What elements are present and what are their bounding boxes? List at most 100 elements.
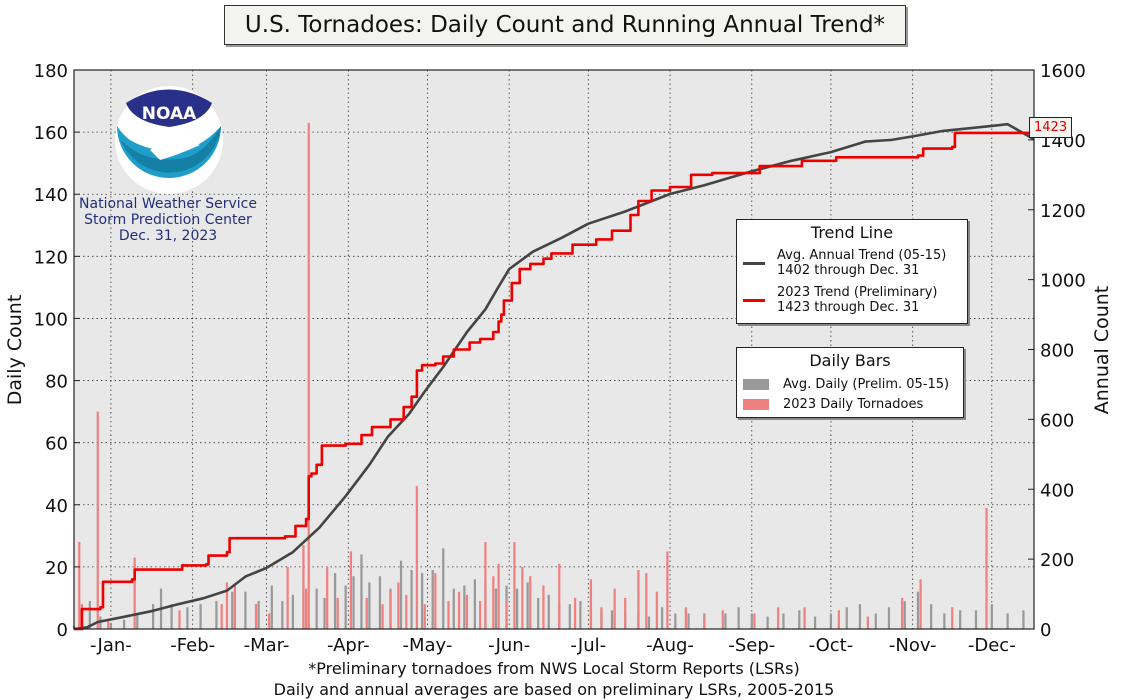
average-daily-bar xyxy=(547,594,550,629)
current-daily-bar xyxy=(457,591,461,629)
y-tick-label: 160 xyxy=(34,123,68,144)
axis-ticks: 0 20 40 60 80 100 120 140 160 180 0 200 400 600 800 100… xyxy=(34,61,1086,656)
y-tick-label: 40 xyxy=(45,496,68,517)
current-daily-bar xyxy=(349,551,353,629)
current-daily-bar xyxy=(985,507,988,629)
daily-bars-legend: Daily Bars Avg. Daily (Prelim. 05-15) 20… xyxy=(736,347,964,418)
current-daily-bar xyxy=(600,607,603,629)
current-daily-bar xyxy=(803,607,806,629)
average-daily-bar xyxy=(766,616,769,629)
current-daily-bar xyxy=(505,601,508,629)
current-daily-bar xyxy=(613,588,616,629)
average-daily-bar xyxy=(360,554,363,629)
month-tick-label: -Jul- xyxy=(570,635,606,656)
current-daily-bar xyxy=(434,573,437,629)
average-daily-bar xyxy=(473,579,476,629)
average-daily-bar xyxy=(943,613,946,629)
current-daily-bar xyxy=(645,573,648,629)
y2-tick-label: 0 xyxy=(1040,620,1051,641)
current-daily-bar xyxy=(365,597,368,629)
current-daily-bar xyxy=(655,591,658,629)
current-daily-bar xyxy=(423,604,426,629)
average-daily-bar xyxy=(990,604,993,629)
y2-tick-label: 1200 xyxy=(1040,201,1086,222)
average-daily-bar xyxy=(452,588,455,629)
org-name: National Weather Service xyxy=(79,196,257,212)
legend-entry-current: 2023 Trend (Preliminary) 1423 through De… xyxy=(743,285,937,315)
current-daily-bar xyxy=(542,585,545,629)
current-daily-bar xyxy=(951,607,954,629)
current-daily-bar xyxy=(589,579,593,629)
current-daily-bar xyxy=(684,607,687,629)
average-legend-label: Avg. Annual Trend (05-15) xyxy=(777,248,947,263)
average-daily-bar xyxy=(494,588,498,629)
current-daily-bar xyxy=(133,557,136,629)
average-bars-label: Avg. Daily (Prelim. 05-15) xyxy=(783,377,950,392)
trend-lines xyxy=(73,122,1036,631)
current-daily-bar xyxy=(479,601,482,629)
average-daily-bar xyxy=(845,607,848,629)
current-legend-label: 2023 Trend (Preliminary) xyxy=(777,285,938,300)
y-tick-label: 140 xyxy=(34,185,68,206)
average-daily-bar xyxy=(186,607,189,629)
average-daily-bar xyxy=(674,613,677,629)
average-daily-bar xyxy=(568,604,571,629)
y-tick-label: 100 xyxy=(34,309,68,330)
current-daily-bars xyxy=(78,122,988,630)
current-line-swatch xyxy=(743,298,765,302)
current-daily-bar xyxy=(220,604,223,629)
average-daily-bar xyxy=(661,607,664,629)
average-daily-bar xyxy=(1006,613,1009,629)
average-daily-bar xyxy=(647,616,651,629)
current-daily-bar xyxy=(415,486,418,629)
month-tick-label: -Apr- xyxy=(327,635,370,656)
average-daily-bar xyxy=(930,604,933,629)
month-tick-label: -Sep- xyxy=(728,635,775,656)
average-daily-bar xyxy=(610,610,614,629)
current-daily-bar xyxy=(666,551,669,629)
average-daily-bar xyxy=(916,591,920,629)
current-daily-bar xyxy=(304,588,308,629)
average-daily-bar xyxy=(122,619,126,629)
y2-tick-label: 400 xyxy=(1040,480,1074,501)
average-daily-bar xyxy=(352,576,355,629)
current-daily-bar xyxy=(919,579,922,629)
current-daily-bar xyxy=(901,597,904,629)
average-daily-bar xyxy=(136,613,139,629)
y-tick-label: 180 xyxy=(34,61,68,82)
average-daily-bar xyxy=(368,582,371,629)
average-daily-bar xyxy=(750,613,753,629)
current-daily-bar xyxy=(397,582,400,629)
average-daily-bar xyxy=(1022,610,1025,629)
y2-tick-label: 200 xyxy=(1040,550,1074,571)
current-daily-bar xyxy=(513,542,516,629)
average-line-swatch xyxy=(743,261,765,265)
average-daily-bar xyxy=(874,613,877,629)
average-daily-bar xyxy=(270,585,273,629)
current-daily-bar xyxy=(107,619,110,629)
legend-entry-average-bars: Avg. Daily (Prelim. 05-15) xyxy=(743,377,949,392)
y2-tick-label: 1600 xyxy=(1040,61,1086,82)
y-tick-label: 120 xyxy=(34,247,68,268)
current-daily-bar xyxy=(302,545,305,629)
average-daily-bar xyxy=(170,604,173,629)
average-daily-bar xyxy=(257,601,260,629)
average-daily-bar xyxy=(887,607,891,629)
average-daily-bar xyxy=(903,601,906,629)
current-daily-bar xyxy=(405,594,408,629)
current-daily-bar xyxy=(492,576,495,629)
average-daily-bar xyxy=(687,613,690,629)
average-daily-bar xyxy=(724,613,727,629)
month-tick-label: -Jan- xyxy=(90,635,132,656)
y2-tick-label: 600 xyxy=(1040,410,1074,431)
average-daily-bar xyxy=(782,613,785,629)
month-tick-label: -Nov- xyxy=(889,635,937,656)
current-daily-bar xyxy=(233,585,236,629)
current-daily-bar xyxy=(573,597,577,629)
average-trend-line xyxy=(73,122,1035,631)
current-legend-total: 1423 through Dec. 31 xyxy=(777,300,920,315)
current-bar-swatch xyxy=(743,399,769,410)
month-tick-label: -Oct- xyxy=(809,635,854,656)
month-tick-label: -Feb- xyxy=(170,635,215,656)
average-daily-bar xyxy=(959,610,962,629)
